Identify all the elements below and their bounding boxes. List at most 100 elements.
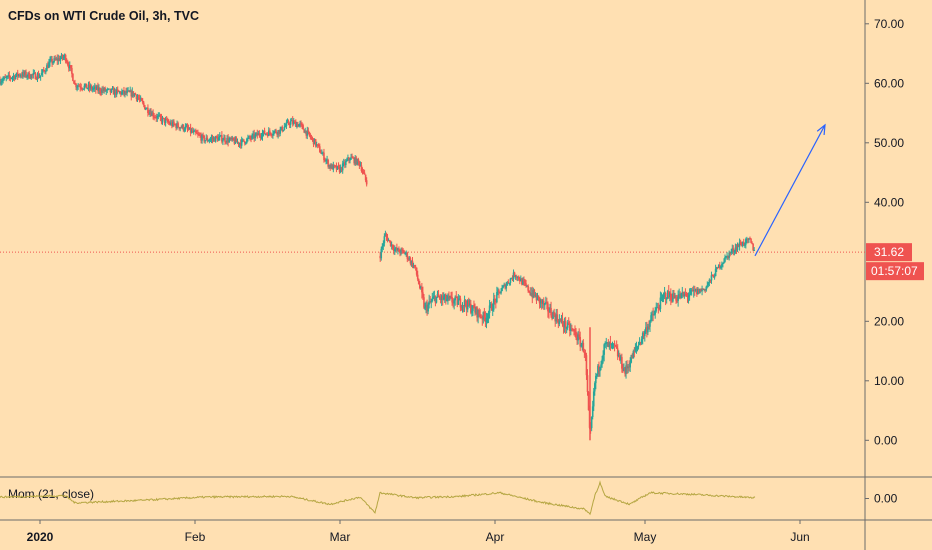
candle-body <box>705 286 708 291</box>
candle-body <box>300 123 302 125</box>
candle-body <box>142 102 145 106</box>
candle-body <box>667 291 670 297</box>
candle-body <box>50 59 52 61</box>
candle-body <box>115 89 118 95</box>
candle-body <box>170 122 172 125</box>
candle-body <box>208 140 211 142</box>
candle-body <box>416 274 419 280</box>
candle-body <box>86 88 89 90</box>
candle-body <box>562 324 565 328</box>
candle-body <box>468 303 471 306</box>
candle-body <box>750 238 752 243</box>
candle-body <box>741 241 744 246</box>
candle-body <box>99 88 101 92</box>
candle-body <box>558 319 561 324</box>
candle-body <box>65 61 68 63</box>
candle-body <box>631 355 634 359</box>
candle-body <box>477 309 479 318</box>
candle-body <box>740 244 743 246</box>
candle-body <box>570 328 572 331</box>
candle-body <box>287 121 290 125</box>
candle-body <box>151 112 153 116</box>
candle-body <box>354 157 357 164</box>
candle-body <box>410 260 413 264</box>
candle-body <box>496 292 498 303</box>
candle-body <box>364 174 367 181</box>
momentum-indicator-label[interactable]: Mom (21, close) <box>8 487 95 501</box>
candle-body <box>308 131 311 136</box>
candle-body <box>227 137 229 143</box>
candle-body <box>77 85 79 87</box>
candle-body <box>107 88 110 90</box>
candle-body <box>59 58 62 61</box>
candle-body <box>127 90 129 92</box>
candle-body <box>721 263 723 267</box>
candle-body <box>507 282 510 284</box>
candle-body <box>233 140 236 144</box>
candle-body <box>353 157 355 164</box>
candle-body <box>320 152 322 154</box>
candle-body <box>88 84 91 89</box>
candle-body <box>338 166 341 173</box>
candle-body <box>707 282 710 286</box>
candle-body <box>322 152 324 154</box>
candle-body <box>713 276 716 278</box>
candle-body <box>406 252 409 259</box>
candle-body <box>633 351 636 353</box>
candle-body <box>220 135 222 137</box>
candle-body <box>117 90 120 92</box>
candle-body <box>514 276 517 278</box>
candle-body <box>551 315 553 319</box>
candle-body <box>422 292 424 298</box>
candle-body <box>530 292 533 296</box>
candle-body <box>222 140 224 142</box>
candle-body <box>113 90 116 95</box>
candle-body <box>229 137 232 140</box>
candle-body <box>404 253 407 255</box>
candle-body <box>293 121 296 123</box>
candle-body <box>610 343 613 345</box>
candle-body <box>426 305 428 312</box>
candle-body <box>158 115 161 117</box>
candle-body <box>441 295 444 300</box>
candle-body <box>177 123 179 128</box>
candle-body <box>651 314 653 316</box>
candle-body <box>608 342 611 348</box>
candle-body <box>154 116 157 118</box>
candle-body <box>687 296 690 298</box>
candle-body <box>531 292 534 298</box>
candle-body <box>22 72 24 77</box>
candle-body <box>10 78 13 80</box>
candle-body <box>305 130 308 136</box>
time-tick-label: May <box>634 530 657 544</box>
chart-title: CFDs on WTI Crude Oil, 3h, TVC <box>8 9 199 23</box>
candle-body <box>532 289 535 298</box>
candle-body <box>664 292 667 300</box>
candle-body <box>540 299 543 304</box>
candle-body <box>566 322 569 328</box>
candle-body <box>331 164 334 170</box>
candle-body <box>708 279 711 283</box>
candle-body <box>334 165 337 167</box>
candle-body <box>735 247 738 251</box>
candle-body <box>31 74 34 76</box>
candle-body <box>693 289 696 291</box>
candle-body <box>559 319 562 321</box>
candle-body <box>433 296 436 298</box>
candle-body <box>511 278 514 280</box>
candle-body <box>502 285 504 288</box>
candle-body <box>163 118 166 123</box>
candle-body <box>658 308 661 310</box>
candle-body <box>109 88 112 93</box>
candle-body <box>746 238 748 240</box>
candle-body <box>501 287 503 292</box>
candle-body <box>730 251 733 253</box>
candle-body <box>14 75 17 79</box>
candle-body <box>709 279 712 281</box>
candle-body <box>153 116 155 118</box>
candle-body <box>718 264 721 268</box>
candle-body <box>256 132 259 136</box>
candle-body <box>638 342 641 345</box>
candle-body <box>491 309 494 311</box>
